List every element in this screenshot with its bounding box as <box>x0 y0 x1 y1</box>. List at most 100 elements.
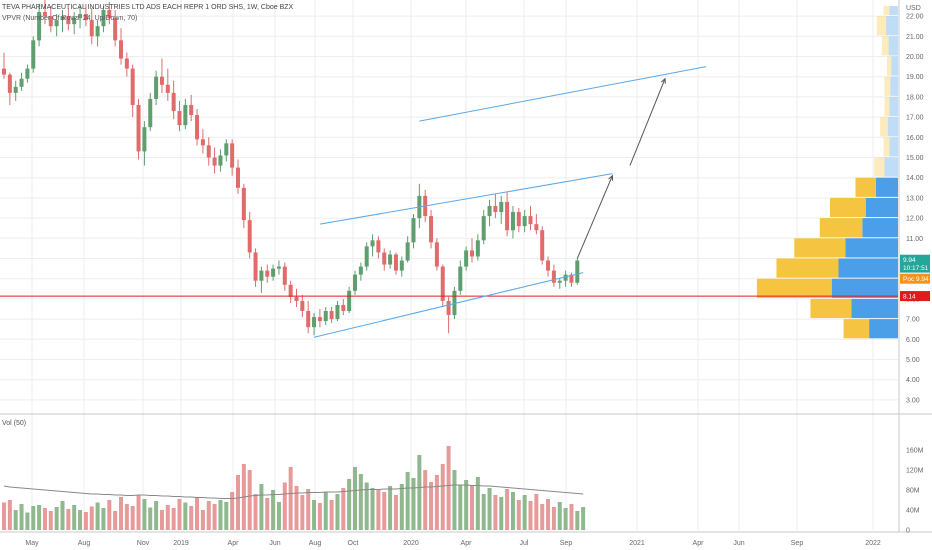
indicator-legend[interactable]: VPVR (Number Of Rows, 24, Up/Down, 70) <box>2 15 137 22</box>
volume-bar <box>464 480 469 530</box>
candle-body <box>165 84 170 93</box>
volume-tick-label: 160M <box>906 448 924 455</box>
vpvr-up-bar <box>875 177 898 197</box>
candle-body <box>312 317 317 328</box>
time-tick-label: Apr <box>461 540 473 547</box>
candle-body <box>370 240 375 247</box>
volume-bar <box>183 502 188 530</box>
volume-bar <box>353 467 357 530</box>
volume-bar <box>528 501 533 530</box>
candle-body <box>195 115 200 140</box>
volume-bar <box>159 510 164 530</box>
volume-bar <box>505 489 510 530</box>
currency-label: USD <box>906 5 921 12</box>
volume-bar <box>113 511 118 530</box>
volume-tick-label: 40M <box>906 508 920 515</box>
candle-body <box>148 98 153 128</box>
vpvr-up-bar <box>889 96 898 117</box>
candle-body <box>323 311 328 322</box>
vpvr-down-bar <box>881 36 889 56</box>
projection-arrow[interactable] <box>576 175 613 259</box>
volume-bar <box>563 508 568 530</box>
candle-body <box>241 187 246 221</box>
volume-bar <box>458 485 463 530</box>
vpvr-down-bar <box>884 76 891 96</box>
candle-body <box>399 260 404 271</box>
volume-bar <box>393 495 398 530</box>
vpvr-up-bar <box>887 117 898 137</box>
volume-bar <box>142 499 147 530</box>
candle-body <box>376 240 381 253</box>
volume-tick-label: 0 <box>906 528 910 535</box>
candle-body <box>236 167 240 188</box>
volume-bar <box>522 495 527 530</box>
candle-body <box>271 268 276 277</box>
volume-bar <box>130 506 135 530</box>
volume-bar <box>276 502 281 530</box>
vpvr-up-bar <box>831 278 898 298</box>
vpvr-up-bar <box>888 36 898 56</box>
channel-upper-line[interactable] <box>319 173 613 225</box>
volume-bar <box>107 500 112 530</box>
volume-bar <box>236 475 240 530</box>
candle-body <box>212 157 217 166</box>
symbol-title[interactable]: TEVA PHARMACEUTICAL INDUSTRIES LTD ADS E… <box>2 4 296 11</box>
volume-bar <box>2 502 6 530</box>
candle-body <box>189 104 194 116</box>
volume-bar <box>551 507 556 530</box>
volume-ma-line <box>3 484 584 499</box>
channel-lower-line[interactable] <box>313 272 584 338</box>
volume-bar <box>206 501 211 530</box>
candle-body <box>516 212 521 227</box>
candle-body <box>154 76 159 99</box>
vpvr-down-bar <box>810 298 852 319</box>
candle-body <box>358 266 363 275</box>
candle-body <box>481 216 486 241</box>
candle-body <box>54 20 59 27</box>
candle-body <box>499 201 504 213</box>
volume-bar <box>499 497 504 530</box>
candle-body <box>440 266 445 301</box>
volume-bar <box>224 502 229 530</box>
time-tick-label: Nov <box>137 540 150 547</box>
time-tick-label: Oct <box>348 540 359 547</box>
vpvr-up-bar <box>865 197 898 218</box>
candle-body <box>353 274 357 291</box>
volume-bar <box>312 500 317 530</box>
candle-body <box>130 68 135 105</box>
price-tick-label: 4.00 <box>906 377 920 384</box>
volume-bar <box>218 500 223 530</box>
volume-bar <box>323 492 328 530</box>
vpvr-up-bar <box>862 218 898 238</box>
vpvr-down-bar <box>830 197 866 218</box>
time-tick-label: Aug <box>309 540 322 547</box>
candle-body <box>206 145 211 158</box>
volume-bar <box>510 492 515 530</box>
candle-body <box>563 274 568 281</box>
candle-body <box>265 270 270 277</box>
volume-bar <box>282 482 287 530</box>
channel-projected-line[interactable] <box>419 66 707 122</box>
vpvr-up-bar <box>838 258 898 278</box>
volume-bar <box>265 498 270 530</box>
price-tick-label: 14.00 <box>906 175 924 182</box>
vpvr-down-bar <box>843 319 870 339</box>
vpvr-up-bar <box>889 137 898 157</box>
volume-bar <box>569 504 574 530</box>
volume-pane-label: Vol (50) <box>2 420 27 427</box>
volume-bar <box>557 502 562 530</box>
time-tick-label: 2021 <box>629 540 645 547</box>
projection-arrow[interactable] <box>629 78 666 166</box>
vpvr-down-bar <box>819 218 863 238</box>
candle-body <box>382 252 387 265</box>
candle-body <box>306 311 311 328</box>
price-tick-label: 19.00 <box>906 74 924 81</box>
vpvr-down-bar <box>886 56 892 76</box>
volume-bar <box>25 512 30 530</box>
vpvr-up-bar <box>891 56 898 76</box>
volume-bar <box>148 507 153 530</box>
candle-body <box>575 260 580 283</box>
volume-bar <box>423 470 428 530</box>
